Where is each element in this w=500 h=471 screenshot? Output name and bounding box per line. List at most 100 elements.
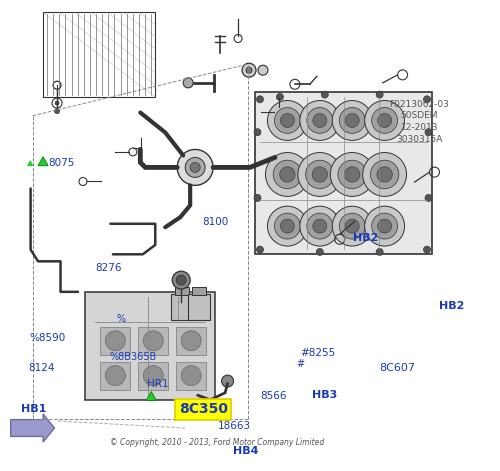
Circle shape (307, 107, 333, 133)
Text: HB4: HB4 (234, 446, 259, 455)
Circle shape (372, 213, 398, 239)
Circle shape (376, 91, 383, 98)
Circle shape (340, 213, 365, 239)
Circle shape (307, 213, 333, 239)
Circle shape (332, 100, 372, 140)
Circle shape (280, 219, 294, 233)
Circle shape (316, 248, 324, 255)
Circle shape (268, 206, 308, 246)
Text: F0213062-03: F0213062-03 (390, 99, 450, 108)
Circle shape (425, 195, 432, 202)
Text: #8255: #8255 (300, 348, 335, 358)
Circle shape (377, 167, 392, 182)
Text: 18663: 18663 (218, 421, 250, 430)
Circle shape (312, 167, 328, 182)
Text: #: # (296, 359, 304, 369)
Circle shape (313, 219, 327, 233)
Circle shape (376, 248, 383, 255)
Circle shape (378, 219, 392, 233)
Circle shape (246, 67, 252, 73)
Circle shape (274, 213, 300, 239)
Circle shape (306, 160, 334, 189)
Text: 8276: 8276 (96, 263, 122, 273)
Circle shape (332, 206, 372, 246)
Text: 3030315A: 3030315A (396, 135, 442, 144)
Polygon shape (38, 157, 48, 166)
Text: 8124: 8124 (28, 363, 54, 373)
Circle shape (280, 114, 294, 128)
Circle shape (344, 167, 360, 182)
Bar (86, 292, 215, 400)
Circle shape (345, 219, 359, 233)
Circle shape (172, 271, 190, 289)
Text: © Copyright, 2010 - 2013, Ford Motor Company Limited: © Copyright, 2010 - 2013, Ford Motor Com… (110, 438, 324, 447)
Circle shape (424, 246, 430, 253)
Circle shape (177, 149, 213, 186)
Text: HR1: HR1 (146, 379, 168, 389)
Bar (43, 12, 156, 97)
Circle shape (183, 78, 193, 88)
Bar (176, 362, 206, 390)
Circle shape (313, 114, 327, 128)
Polygon shape (146, 391, 156, 400)
Text: 8100: 8100 (202, 217, 228, 227)
Bar (138, 327, 168, 355)
Circle shape (322, 91, 328, 98)
Circle shape (266, 153, 310, 196)
Circle shape (372, 107, 398, 133)
Bar (192, 287, 206, 295)
Circle shape (181, 365, 201, 386)
Circle shape (144, 331, 163, 351)
Circle shape (106, 365, 126, 386)
Circle shape (280, 167, 295, 182)
Circle shape (345, 114, 359, 128)
Bar (100, 327, 130, 355)
Text: %: % (116, 314, 126, 324)
Circle shape (300, 206, 340, 246)
Text: HB2: HB2 (440, 301, 465, 311)
Bar (176, 327, 206, 355)
Circle shape (364, 100, 405, 140)
Bar (255, 92, 432, 254)
Polygon shape (10, 414, 54, 442)
Circle shape (273, 160, 302, 189)
Circle shape (274, 107, 300, 133)
Text: 12-2013: 12-2013 (401, 123, 438, 132)
Circle shape (300, 100, 340, 140)
Circle shape (254, 195, 261, 202)
Text: HB1: HB1 (20, 404, 46, 414)
Circle shape (378, 114, 392, 128)
Circle shape (222, 375, 234, 387)
Circle shape (181, 331, 201, 351)
Circle shape (298, 153, 342, 196)
Text: 50SDEM: 50SDEM (401, 111, 438, 120)
Circle shape (54, 109, 60, 114)
Circle shape (185, 157, 205, 178)
Bar (138, 362, 168, 390)
Circle shape (370, 160, 399, 189)
Text: %8B365B: %8B365B (110, 352, 156, 362)
Circle shape (256, 246, 264, 253)
Circle shape (242, 63, 256, 77)
Text: 8566: 8566 (260, 391, 286, 401)
Bar (174, 287, 188, 295)
Circle shape (364, 206, 405, 246)
Text: HB2: HB2 (352, 233, 378, 244)
Text: HB3: HB3 (312, 390, 338, 400)
Text: %8590: %8590 (30, 333, 66, 343)
Circle shape (340, 107, 365, 133)
Circle shape (254, 129, 261, 136)
Text: ▲: ▲ (26, 158, 33, 167)
Bar (100, 362, 130, 390)
Text: 8C607: 8C607 (380, 363, 416, 373)
Circle shape (330, 153, 374, 196)
Circle shape (276, 93, 283, 100)
Circle shape (258, 65, 268, 75)
Circle shape (55, 101, 59, 105)
Circle shape (106, 331, 126, 351)
Circle shape (425, 129, 432, 136)
Circle shape (256, 96, 264, 103)
Circle shape (268, 100, 308, 140)
Bar (170, 294, 192, 320)
Circle shape (338, 160, 366, 189)
